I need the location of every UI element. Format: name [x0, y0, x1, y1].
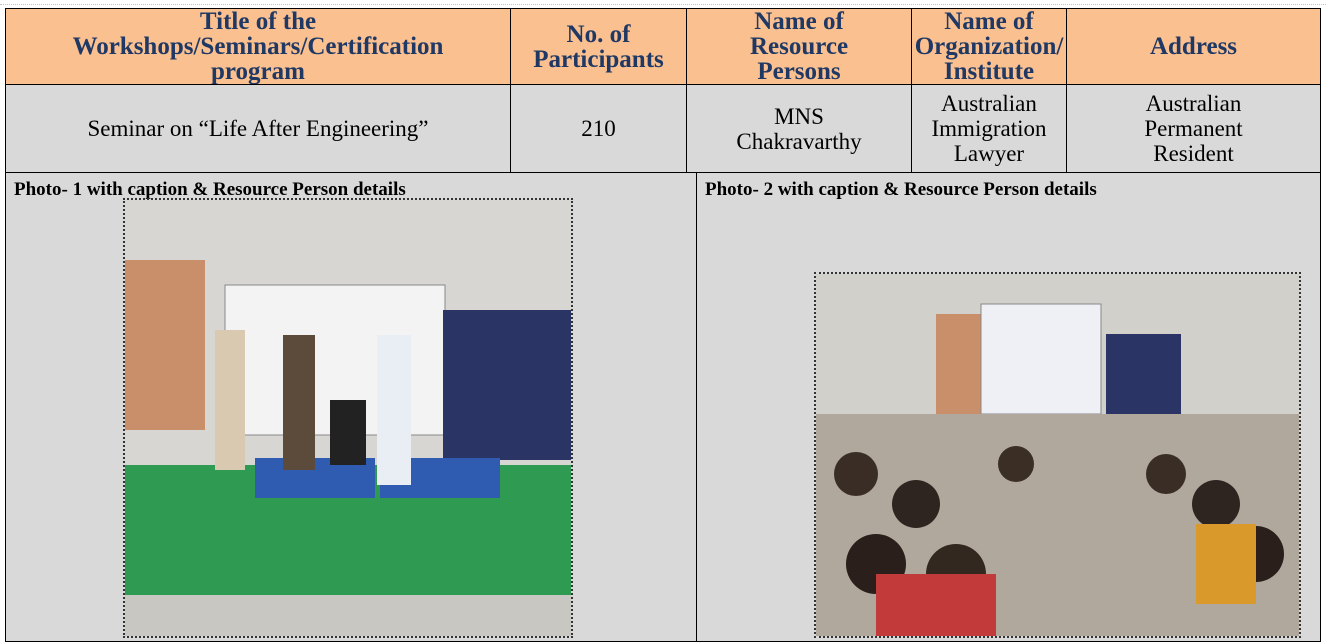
photo-panel: Photo- 1 with caption & Resource Person …: [5, 172, 697, 642]
photo-caption: Photo- 2 with caption & Resource Person …: [705, 179, 1097, 200]
data-cell: Australian Immigration Lawyer: [911, 84, 1067, 173]
data-cell: MNS Chakravarthy: [686, 84, 912, 173]
photo-2-image: [816, 274, 1299, 636]
photo-1-image: [125, 200, 571, 636]
top-border: [0, 4, 1326, 5]
data-cell: Seminar on “Life After Engineering”: [5, 84, 511, 173]
data-cell: 210: [510, 84, 687, 173]
header-cell: Title of the Workshops/Seminars/Certific…: [5, 8, 511, 85]
data-cell: Australian Permanent Resident: [1066, 84, 1321, 173]
photo-panel: Photo- 2 with caption & Resource Person …: [696, 172, 1321, 642]
photo: [123, 198, 573, 638]
photo: [814, 272, 1301, 638]
header-cell: No. of Participants: [510, 8, 687, 85]
header-cell: Name of Organization/ Institute: [911, 8, 1067, 85]
header-cell: Name of Resource Persons: [686, 8, 912, 85]
header-cell: Address: [1066, 8, 1321, 85]
photo-caption: Photo- 1 with caption & Resource Person …: [14, 179, 406, 200]
